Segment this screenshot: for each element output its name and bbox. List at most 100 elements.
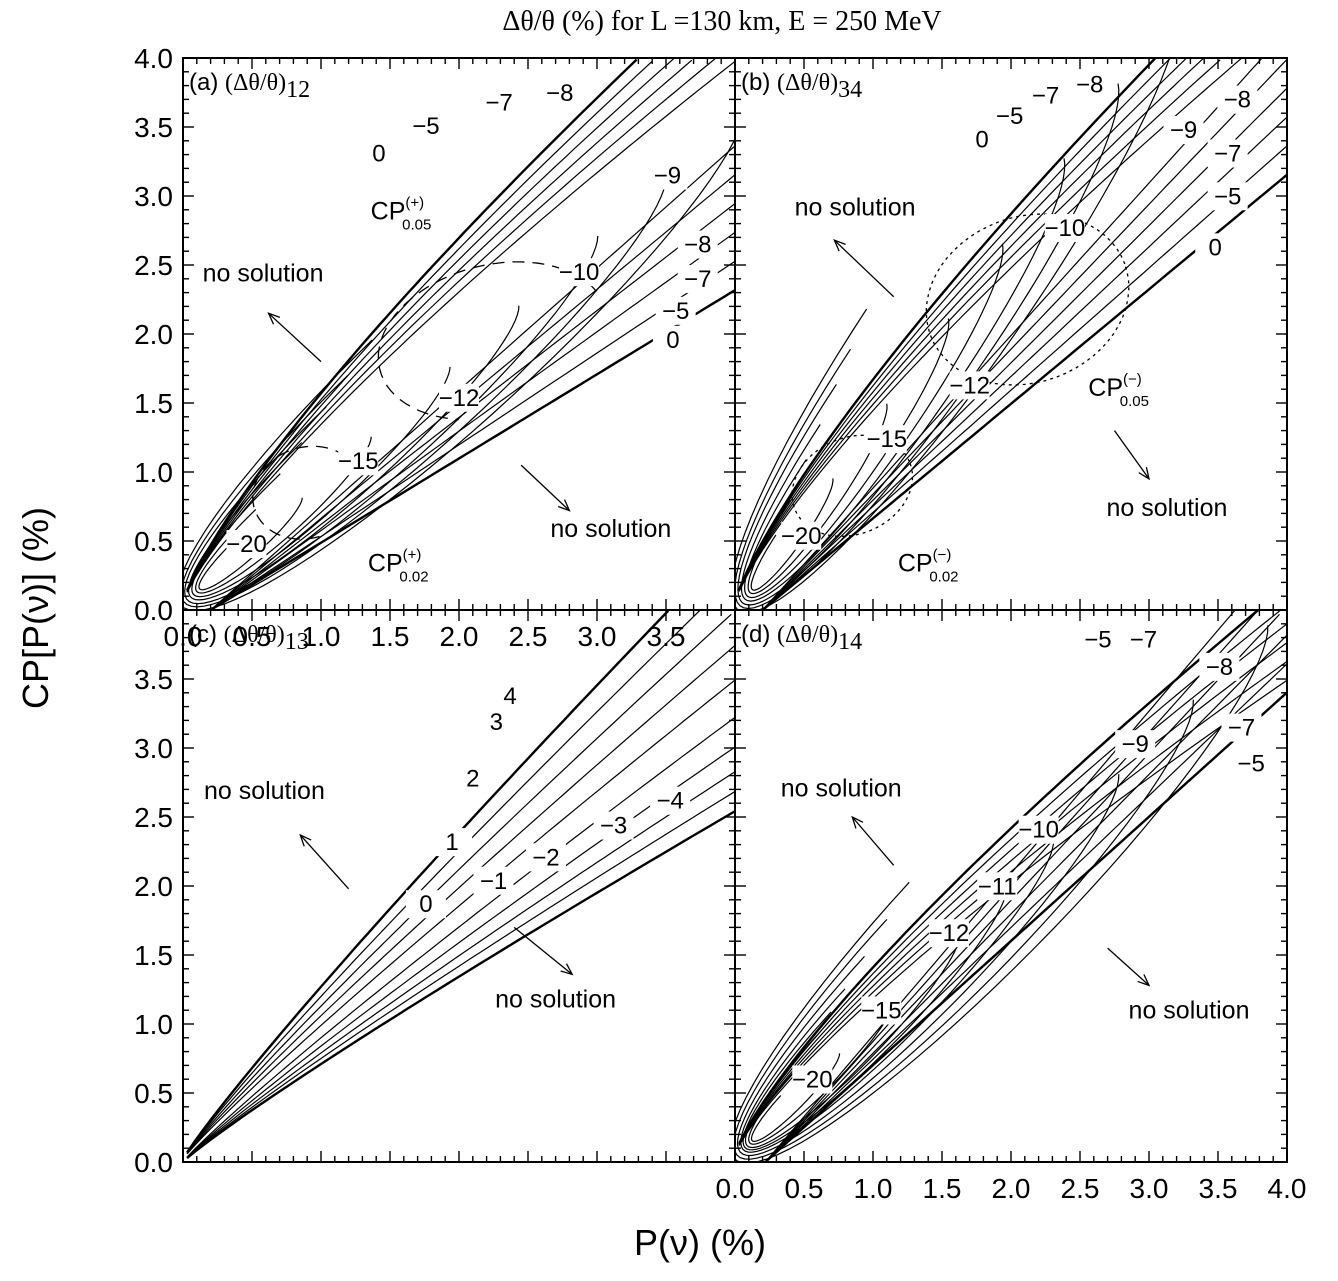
contour-label: −10 — [1018, 817, 1059, 844]
cp-annotation-subscript: 0.02 — [399, 568, 428, 585]
contour-line — [210, 145, 735, 610]
panel-c: 0.0 0.5 1.0 1.5 2.0 2.5 3.0 3.5 (c) (Δθ/θ)13 43 2 1… — [134, 609, 736, 1178]
contour-label-bg — [650, 786, 691, 815]
contour-label-bg — [1018, 815, 1059, 844]
cp-contour — [377, 261, 597, 421]
y-tick-label: 1.0 — [134, 457, 173, 488]
contour-label-bg — [1123, 625, 1164, 654]
y-tick-label: 1.5 — [134, 388, 173, 419]
contour-label: −5 — [1237, 750, 1264, 777]
no-solution-label: no solution — [781, 774, 902, 802]
contour-line — [186, 679, 735, 1155]
contour-line — [738, 58, 1188, 591]
y-tick-label: 0.5 — [134, 1078, 173, 1109]
contour-line — [186, 746, 735, 1158]
no-solution-label: no solution — [1129, 996, 1250, 1024]
arrow-head — [1138, 467, 1150, 481]
contour-label-bg — [928, 919, 969, 948]
arrow-line — [520, 464, 570, 512]
y-tick-label: 3.5 — [134, 664, 173, 695]
contour-line — [186, 59, 693, 592]
contour-label: −15 — [861, 997, 902, 1024]
x-tick-label: 1.0 — [854, 1173, 893, 1204]
contour-loop — [735, 83, 1120, 610]
contour-loop — [740, 243, 1004, 602]
contour-label: 0 — [419, 891, 432, 918]
contour-label-bg — [559, 258, 600, 287]
cp-annotation-base: CP — [898, 549, 933, 577]
contour-label-bg — [861, 996, 902, 1025]
arrow-line — [833, 239, 895, 298]
contour-label: 4 — [503, 683, 516, 710]
panel-label: (c) (Δθ/θ)13 — [189, 621, 309, 655]
arrow-line — [513, 926, 573, 975]
contour-label: −20 — [792, 1066, 833, 1093]
arrow-line — [1107, 947, 1150, 986]
contour-loop — [740, 839, 1055, 1153]
arrow-line — [851, 816, 895, 866]
panel-label-quantity: (Δθ/θ) — [777, 622, 838, 648]
contour-label: −7 — [1214, 141, 1241, 168]
contour-line — [186, 58, 676, 592]
contour-line — [738, 59, 1221, 592]
contour-label-bg — [1077, 625, 1118, 654]
contour-loop — [187, 305, 520, 601]
contour-line — [210, 260, 735, 610]
contour-loop — [743, 318, 950, 599]
contour-line — [738, 58, 1243, 592]
contour-loop — [735, 625, 1269, 1162]
contour-label-bg — [1221, 713, 1262, 742]
contour-line — [186, 58, 716, 593]
contour-label: −5 — [1214, 183, 1241, 210]
panel-label: (d) (Δθ/θ)14 — [741, 621, 862, 655]
cp-annotation-base: CP — [1088, 374, 1123, 402]
contour-line — [762, 58, 1287, 610]
contour-label-bg — [1069, 70, 1110, 99]
y-tick-label: 0.5 — [134, 526, 173, 557]
contour-label-bg — [989, 102, 1030, 131]
y-tick-label: 2.5 — [134, 250, 173, 281]
contour-loop — [736, 774, 1120, 1157]
contour-label: −5 — [1084, 626, 1111, 653]
cp-annotation-base: CP — [371, 197, 406, 225]
contour-label-bg — [432, 828, 473, 857]
contour-label: −7 — [485, 89, 512, 116]
contour-line — [210, 231, 735, 610]
contour-label-bg — [1115, 730, 1156, 759]
contour-label-bg — [1207, 139, 1248, 168]
contour-line — [764, 691, 1287, 1162]
contour-loop — [191, 366, 451, 598]
panel-a: 0.0 0.5 1.0 1.5 2.0 2.5 3.0 3.50.00.51.01.52.02… — [134, 43, 736, 652]
contour-line — [738, 58, 1172, 591]
contour-label: −8 — [684, 232, 711, 259]
contour-label: −9 — [1170, 117, 1197, 144]
contour-label: 1 — [445, 829, 458, 856]
y-tick-label: 3.0 — [134, 181, 173, 212]
contour-label: −8 — [546, 80, 573, 107]
y-tick-label: 3.5 — [134, 112, 173, 143]
arrow-line — [299, 834, 350, 890]
panel-label-prefix: (b) — [741, 69, 777, 96]
arrow-head — [833, 239, 846, 252]
contour-label-bg — [866, 425, 907, 454]
contour-line — [186, 790, 735, 1159]
cp-annotation-subscript: 0.05 — [1120, 393, 1149, 410]
contour-lines — [735, 58, 1287, 610]
contour-line — [186, 60, 653, 592]
contour-loop — [737, 158, 1066, 606]
cp-annotation: CP(+) 0.02 — [368, 546, 429, 585]
contour-label: −7 — [1228, 715, 1255, 742]
panel-label-prefix: (a) — [189, 69, 225, 96]
no-solution-label: no solution — [204, 777, 325, 805]
x-tick-label: 2.0 — [992, 1173, 1031, 1204]
contour-line — [738, 641, 1287, 1146]
y-tick-label: 0.0 — [134, 1147, 173, 1178]
contour-label-bg — [977, 872, 1018, 901]
contour-line — [186, 610, 670, 1154]
arrow-line — [1113, 430, 1150, 480]
contour-label: −20 — [226, 531, 267, 558]
panel-label-subscript: 34 — [838, 77, 862, 103]
cp-annotation-superscript: (−) — [1123, 371, 1142, 388]
contour-loop — [183, 137, 735, 610]
